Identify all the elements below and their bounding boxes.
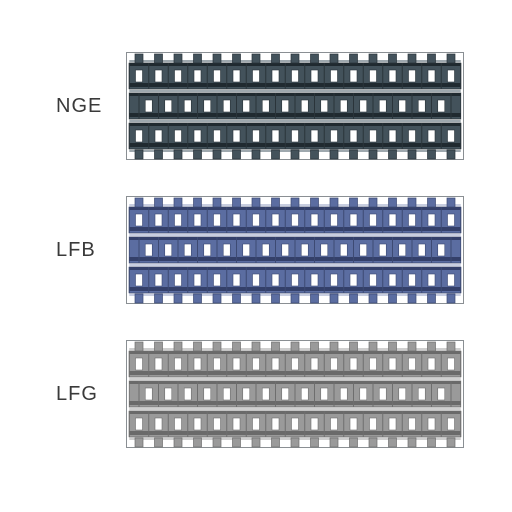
belt-pattern-icon: [126, 340, 464, 448]
belt-pattern-icon: [126, 52, 464, 160]
belt-pattern-icon: [126, 196, 464, 304]
variant-label: LFG: [56, 383, 126, 406]
variant-row-lfb: LFB: [56, 196, 476, 304]
belt-swatch-lfg: [126, 340, 464, 448]
variant-row-nge: NGE: [56, 52, 476, 160]
belt-swatch-nge: [126, 52, 464, 160]
variant-label: LFB: [56, 239, 126, 262]
variant-label: NGE: [56, 95, 126, 118]
belt-swatch-lfb: [126, 196, 464, 304]
belt-color-variants: NGE LFB LFG: [0, 0, 512, 512]
variant-row-lfg: LFG: [56, 340, 476, 448]
